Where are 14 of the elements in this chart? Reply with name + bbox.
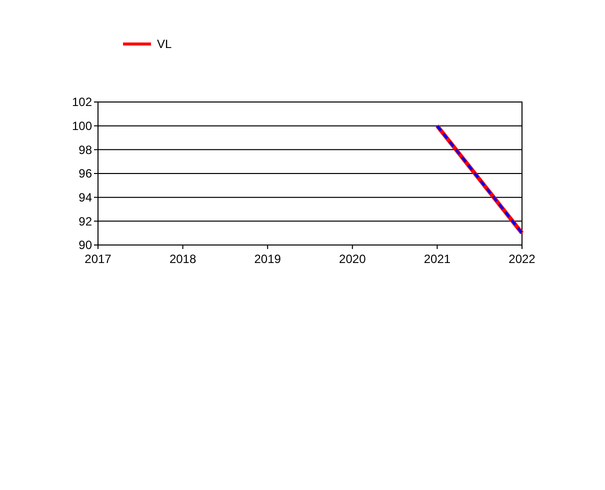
legend-label: VL [157, 37, 172, 52]
y-tick-label: 100 [72, 119, 92, 134]
y-tick-label: 94 [78, 190, 92, 205]
x-tick-label: 2020 [339, 252, 366, 266]
x-tick-label: 2019 [254, 252, 282, 266]
y-tick-label: 90 [78, 238, 92, 252]
y-tick-label: 92 [78, 214, 92, 228]
x-tick-label: 2018 [169, 252, 196, 266]
y-tick-label: 102 [72, 95, 92, 110]
y-tick-label: 98 [78, 142, 92, 157]
x-tick-label: 2017 [84, 252, 112, 266]
x-tick-label: 2022 [508, 252, 536, 266]
y-tick-label: 96 [78, 166, 92, 181]
x-tick-label: 2021 [424, 252, 451, 266]
